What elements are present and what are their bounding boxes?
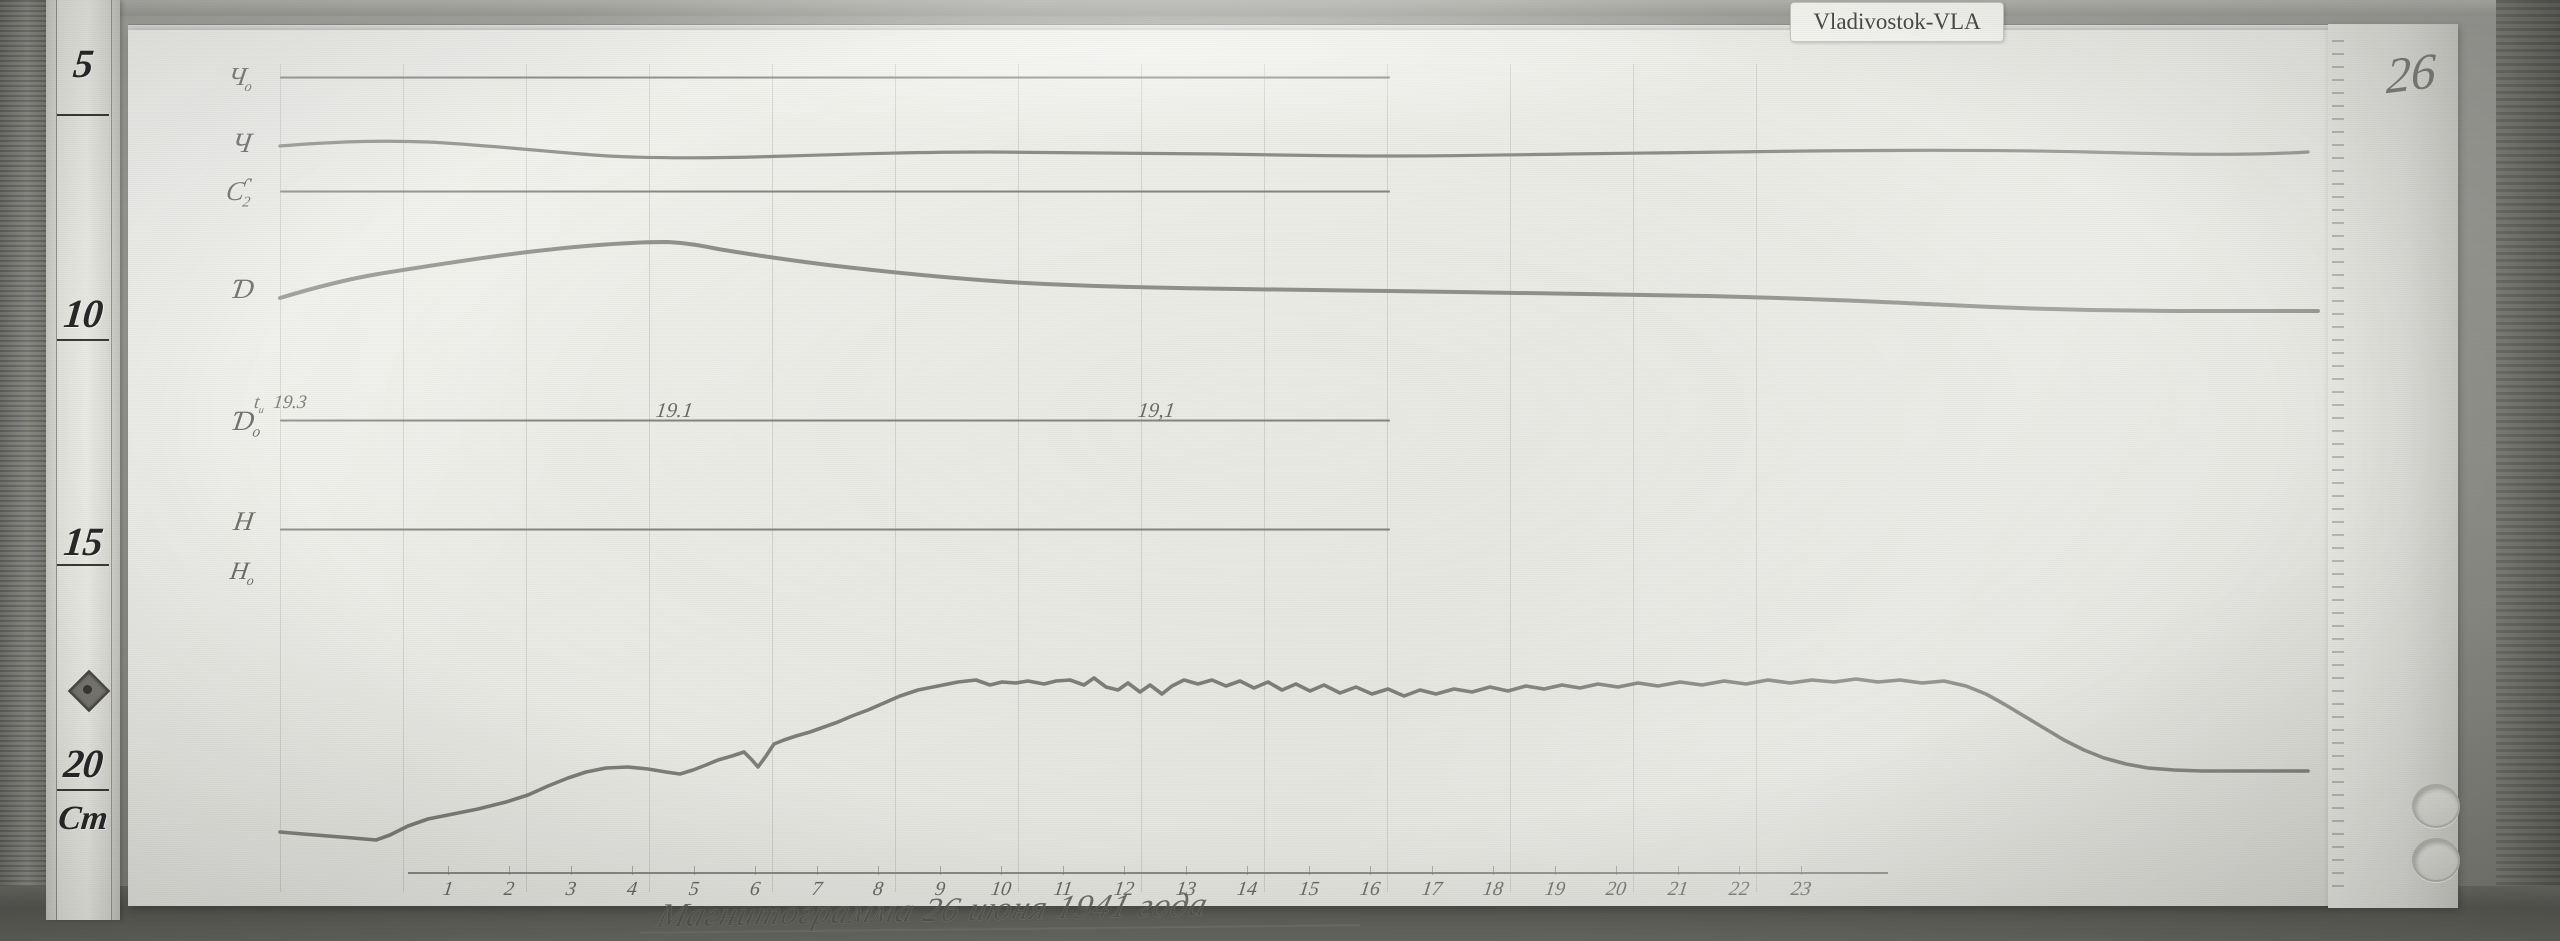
x-tick	[1247, 866, 1248, 875]
gridline-v	[649, 64, 650, 892]
recorded-traces	[278, 139, 2320, 842]
temperature-marker: tи 19.3	[252, 392, 308, 416]
x-tick	[1186, 866, 1187, 875]
x-label-21: 21	[1666, 878, 1690, 900]
gridline-v	[1633, 64, 1634, 892]
gridline-v	[1387, 64, 1388, 892]
ruler-mark-15: 15	[61, 519, 105, 564]
x-tick	[571, 866, 572, 875]
gridline-v	[772, 64, 773, 892]
x-tick	[1801, 866, 1802, 875]
ylabel-ch: Ч	[229, 128, 254, 159]
trace-d	[278, 239, 2320, 314]
x-label-17: 17	[1420, 878, 1444, 900]
x-tick	[1739, 866, 1740, 875]
ruler-cell-10	[57, 114, 109, 341]
ylabel-h-zero: Ho	[228, 558, 256, 588]
ylabel-ho: Чo	[226, 62, 254, 96]
sheet-tab-ticks	[2332, 40, 2344, 890]
annotation-temp-1: 19.1	[654, 398, 695, 422]
x-tick	[694, 866, 695, 875]
ylabel-d: Ɗ	[229, 274, 257, 305]
punch-hole-upper	[2412, 784, 2460, 828]
gridline-v	[895, 64, 896, 892]
x-label-1: 1	[441, 878, 455, 900]
baseline-hzero-trace	[280, 528, 1390, 531]
ruler-mark-5: 5	[71, 41, 95, 86]
gridline-v	[403, 64, 404, 892]
x-label-18: 18	[1481, 878, 1505, 900]
x-tick	[817, 866, 818, 875]
photo-right-edge	[2496, 0, 2560, 941]
photo-wood-edge	[0, 0, 46, 941]
x-label-20: 20	[1604, 878, 1628, 900]
x-axis-line	[408, 872, 1888, 874]
x-tick	[448, 866, 449, 875]
baseline-do-trace	[280, 419, 1390, 422]
x-tick	[632, 866, 633, 875]
x-label-16: 16	[1358, 878, 1382, 900]
ruler-mark-20: 20	[61, 741, 105, 786]
ruler-body	[56, 0, 112, 920]
ruler-reference-dot-icon	[83, 685, 92, 694]
punch-hole-lower	[2412, 838, 2460, 882]
ylabel-c2: Ƈ2	[224, 176, 252, 211]
x-label-4: 4	[625, 878, 639, 900]
plot-area: Чo Ч Ƈ2 Ɗ Ɗo tи 19.3 H Ho 19.1 19,1	[128, 30, 2328, 906]
x-tick	[1432, 866, 1433, 875]
x-tick	[1493, 866, 1494, 875]
x-label-14: 14	[1235, 878, 1259, 900]
x-tick	[878, 866, 879, 875]
x-tick	[1616, 866, 1617, 875]
station-label-text: Vladivostok-VLA	[1813, 9, 1981, 34]
sheet-number-handwritten: 26	[2385, 41, 2437, 105]
ruler-cell-20	[57, 564, 109, 791]
x-tick	[1063, 866, 1064, 875]
gridline-v	[1264, 64, 1265, 892]
gridline-v	[280, 64, 281, 892]
x-tick	[1309, 866, 1310, 875]
ylabel-h: H	[231, 506, 256, 536]
x-label-3: 3	[564, 878, 578, 900]
x-label-15: 15	[1297, 878, 1321, 900]
ruler-mark-10: 10	[61, 291, 105, 336]
gridline-v	[1018, 64, 1019, 892]
station-label-sticker: Vladivostok-VLA	[1790, 2, 2004, 42]
x-tick	[1555, 866, 1556, 875]
x-label-22: 22	[1727, 878, 1751, 900]
photographic-scale-ruler: 5 10 15 20 Cm	[46, 0, 120, 920]
x-tick	[1001, 866, 1002, 875]
x-tick	[1678, 866, 1679, 875]
baseline-c2-trace	[280, 190, 1390, 193]
x-tick	[1124, 866, 1125, 875]
x-tick	[509, 866, 510, 875]
ruler-cell-5	[57, 0, 109, 116]
gridline-v	[1141, 64, 1142, 892]
x-label-19: 19	[1543, 878, 1567, 900]
gridline-v	[526, 64, 527, 892]
trace-ch	[278, 139, 2310, 160]
x-label-23: 23	[1789, 878, 1813, 900]
baseline-ho-trace	[280, 76, 1390, 79]
annotation-temp-2: 19,1	[1136, 398, 1177, 422]
x-tick	[1370, 866, 1371, 875]
sheet-right-tab	[2328, 24, 2458, 908]
trace-h	[278, 676, 2310, 842]
x-tick	[755, 866, 756, 875]
ruler-cell-15	[57, 339, 109, 566]
x-label-2: 2	[502, 878, 516, 900]
gridline-v	[1756, 64, 1757, 892]
ruler-unit-label: Cm	[56, 800, 110, 837]
x-tick	[940, 866, 941, 875]
gridline-v	[1510, 64, 1511, 892]
photo-top-shelf	[110, 0, 2560, 16]
